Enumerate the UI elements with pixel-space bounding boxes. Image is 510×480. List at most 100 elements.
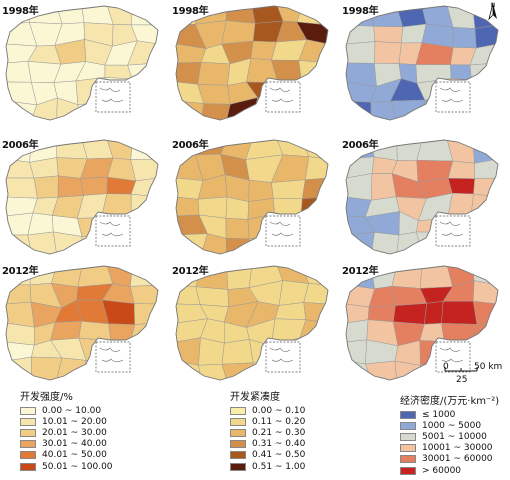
legend-label: 10.01 ~ 20.00: [42, 416, 107, 427]
district-region: [132, 99, 158, 120]
map-panel-compactness-2012: 2012年: [170, 260, 336, 384]
inset-dashed-box: [265, 215, 301, 247]
district-region: [416, 140, 454, 162]
district-region: [6, 234, 32, 254]
legend-row: 10001 ~ 30000: [400, 443, 499, 454]
legend-swatch: [230, 428, 246, 437]
district-region: [33, 175, 59, 199]
district-region: [104, 64, 133, 80]
legend-row: 30.01 ~ 40.00: [20, 439, 113, 450]
district-region: [221, 20, 256, 45]
district-region: [346, 173, 373, 201]
district-region: [271, 59, 303, 85]
region-outline: [5, 139, 159, 255]
legend-swatch: [400, 432, 416, 441]
district-region: [298, 60, 328, 85]
district-region: [176, 100, 205, 120]
legend-intensity: 开发强度/% 0.00 ~ 10.00 10.01 ~ 20.00 20.01 …: [20, 388, 113, 472]
inset-coastline: [439, 221, 464, 237]
district-region: [298, 234, 328, 254]
inset-dashed-box: [95, 341, 131, 373]
legend-title: 开发紧凑度: [230, 392, 280, 403]
inset-coastline: [439, 87, 464, 103]
district-region: [176, 233, 208, 254]
legend-label: 50.01 ~ 100.00: [42, 461, 113, 472]
district-region: [221, 362, 254, 380]
map-svg: [5, 5, 159, 121]
year-label: 1998年: [172, 6, 209, 17]
district-region: [304, 156, 328, 181]
legend-row: 50.01 ~ 100.00: [20, 461, 113, 472]
map-svg: [345, 5, 499, 121]
district-region: [50, 320, 82, 341]
district-region: [296, 21, 328, 45]
district-region: [273, 213, 302, 236]
district-region: [130, 341, 158, 363]
district-region: [110, 340, 133, 366]
district-region: [221, 339, 254, 365]
legend-row: 10.01 ~ 20.00: [20, 416, 113, 427]
legend-row: 0.00 ~ 10.00: [20, 405, 113, 416]
district-region: [346, 232, 375, 254]
map-panel-intensity-1998: 1998年: [0, 0, 166, 124]
map-panel-intensity-2012: 2012年: [0, 260, 166, 384]
district-region: [127, 62, 158, 83]
map-regions: [6, 6, 158, 120]
north-label: N: [491, 2, 496, 9]
district-region: [469, 62, 498, 83]
legend-label: > 60000: [422, 465, 462, 476]
inset-dashed-box: [265, 81, 301, 113]
district-region: [450, 64, 472, 81]
legend-row: 40.01 ~ 50.00: [20, 450, 113, 461]
inset-coastline: [99, 221, 124, 237]
legend-row: 0.31 ~ 0.40: [230, 439, 305, 450]
district-region: [225, 238, 253, 254]
district-region: [197, 62, 231, 86]
district-region: [81, 236, 114, 254]
map-panel-compactness-1998: 1998年: [170, 0, 336, 124]
district-region: [6, 356, 32, 380]
district-region: [276, 99, 303, 120]
district-region: [393, 303, 428, 325]
year-label: 1998年: [342, 6, 379, 17]
district-region: [102, 77, 134, 103]
district-region: [441, 301, 478, 325]
district-region: [371, 232, 400, 254]
map-regions: [176, 6, 328, 120]
legend-title: 开发强度/%: [20, 392, 73, 403]
district-region: [197, 196, 228, 219]
district-region: [132, 360, 158, 380]
legend-compactness: 开发紧凑度 0.00 ~ 0.10 0.11 ~ 0.20 0.21 ~ 0.3…: [230, 388, 305, 472]
legend-swatch: [400, 421, 416, 430]
district-region: [31, 356, 63, 380]
district-region: [471, 79, 498, 102]
district-region: [129, 266, 158, 287]
legend-label: 0.31 ~ 0.40: [252, 439, 306, 450]
district-region: [472, 100, 498, 120]
region-outline: [175, 5, 329, 121]
district-region: [470, 215, 498, 236]
district-region: [300, 196, 328, 217]
district-region: [446, 218, 478, 233]
district-region: [472, 140, 498, 164]
district-region: [474, 158, 498, 179]
district-region: [130, 193, 158, 220]
legend-label: 1000 ~ 5000: [422, 420, 482, 431]
legend-swatch: [400, 466, 416, 475]
district-region: [272, 197, 303, 216]
map-svg: [5, 265, 159, 381]
district-region: [132, 234, 158, 254]
legend-swatch: [400, 410, 416, 419]
district-region: [415, 64, 452, 84]
district-region: [346, 41, 376, 64]
legend-row: 0.51 ~ 1.00: [230, 461, 305, 472]
district-region: [130, 140, 158, 160]
district-region: [472, 231, 498, 254]
region-outline: [5, 265, 159, 381]
district-region: [346, 319, 369, 343]
district-region: [298, 81, 328, 105]
district-region: [131, 78, 158, 102]
district-region: [273, 234, 303, 254]
year-label: 2006年: [342, 140, 379, 151]
legend-swatch: [400, 444, 416, 453]
